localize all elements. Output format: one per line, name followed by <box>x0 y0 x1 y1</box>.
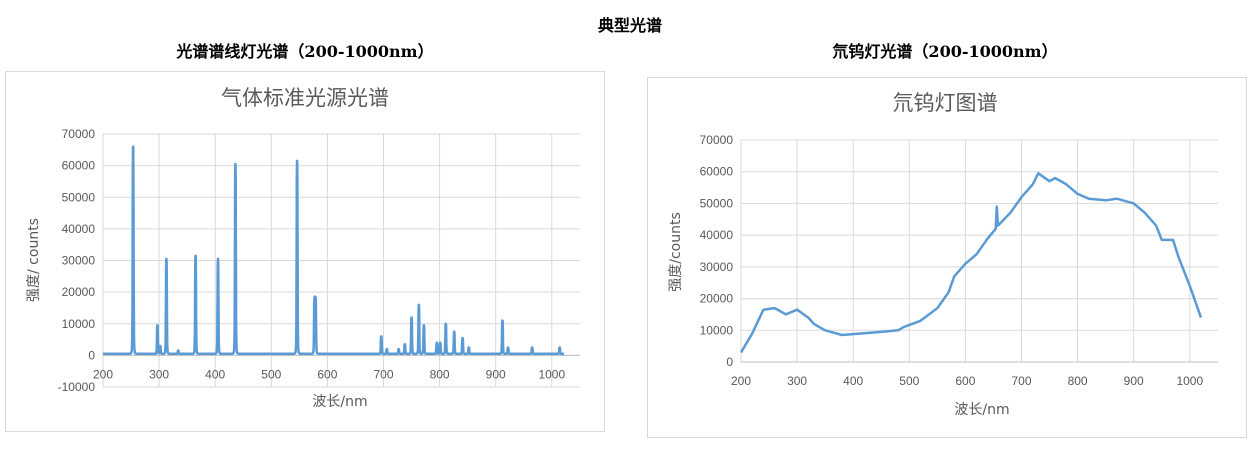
x-tick-label: 600 <box>317 367 337 381</box>
y-tick-label: 10000 <box>700 323 734 337</box>
gas-lamp-chart <box>5 71 605 432</box>
x-tick-label: 800 <box>1068 374 1088 388</box>
y-tick-label: 60000 <box>62 159 96 173</box>
x-tick-label: 700 <box>1011 374 1031 388</box>
deuterium-tungsten-chart <box>647 77 1247 438</box>
chart-title: 气体标准光源光谱 <box>221 86 389 110</box>
y-tick-label: 20000 <box>62 285 96 299</box>
left-heading: 光谱谱线灯光谱（200-1000nm） <box>176 42 434 61</box>
x-tick-label: 400 <box>843 374 863 388</box>
x-tick-label: 600 <box>955 374 975 388</box>
x-tick-label: 1000 <box>538 367 565 381</box>
y-tick-label: 30000 <box>62 254 96 268</box>
y-tick-label: 0 <box>88 348 95 362</box>
y-tick-label: 30000 <box>700 260 734 274</box>
y-tick-label: 40000 <box>700 228 734 242</box>
y-axis-label: 强度/counts <box>668 212 684 292</box>
spectrum-series-line <box>101 145 566 356</box>
y-tick-label: 60000 <box>700 165 734 179</box>
x-tick-label: 300 <box>787 374 807 388</box>
y-axis-label: 强度/ counts <box>26 218 42 302</box>
x-tick-label: 400 <box>205 367 225 381</box>
x-axis-label: 波长/nm <box>312 394 367 410</box>
x-tick-label: 900 <box>1124 374 1144 388</box>
y-tick-label: 10000 <box>62 317 96 331</box>
x-tick-label: 500 <box>899 374 919 388</box>
chart-title: 氘钨灯图谱 <box>893 91 998 115</box>
y-tick-label: 0 <box>726 355 733 369</box>
y-tick-label: 70000 <box>700 133 734 147</box>
x-tick-label: 200 <box>731 374 751 388</box>
page-title: 典型光谱 <box>597 16 663 35</box>
x-tick-label: 300 <box>149 367 169 381</box>
x-tick-label: 1000 <box>1176 374 1203 388</box>
spectrum-series-line <box>739 172 1203 354</box>
y-tick-label: 40000 <box>62 222 96 236</box>
x-axis-label: 波长/nm <box>954 402 1009 418</box>
y-tick-label: 20000 <box>700 292 734 306</box>
x-tick-label: 500 <box>261 367 281 381</box>
x-tick-label: 200 <box>93 367 113 381</box>
x-tick-label: 700 <box>373 367 393 381</box>
y-tick-label: 50000 <box>700 196 734 210</box>
right-heading: 氘钨灯光谱（200-1000nm） <box>832 42 1058 61</box>
y-tick-label: -10000 <box>58 380 96 394</box>
y-tick-label: 70000 <box>62 127 96 141</box>
x-tick-label: 900 <box>486 367 506 381</box>
y-tick-label: 50000 <box>62 190 96 204</box>
x-tick-label: 800 <box>430 367 450 381</box>
